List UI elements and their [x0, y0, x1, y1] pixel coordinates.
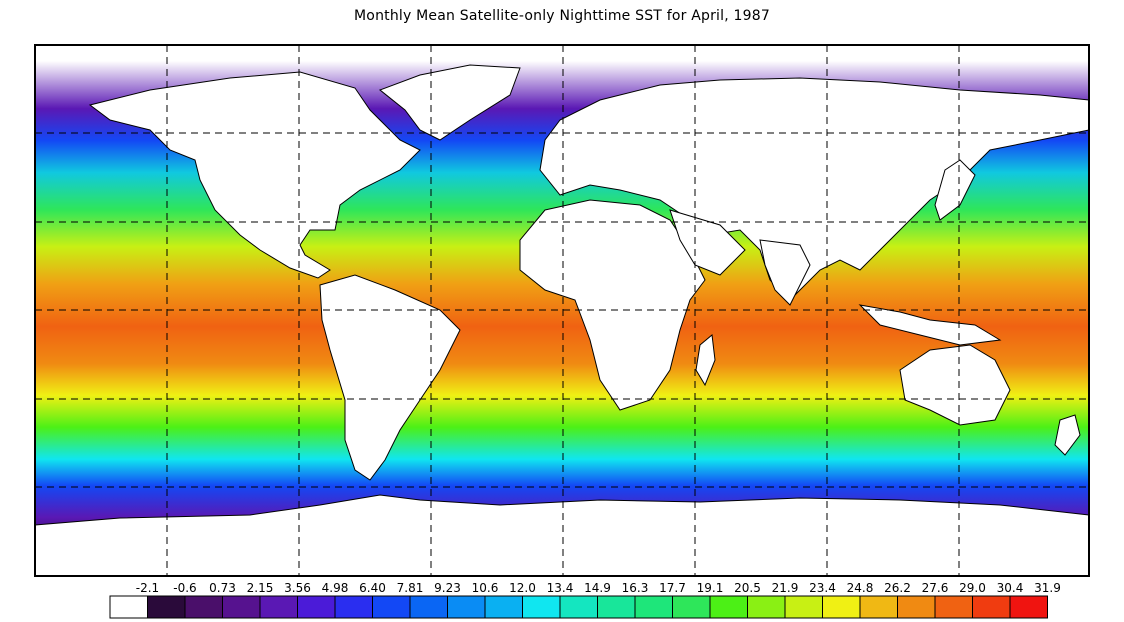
legend-tick-label: 29.0	[959, 581, 986, 595]
legend-tick-label: 6.40	[359, 581, 386, 595]
legend-swatch	[897, 595, 936, 619]
legend-swatch	[297, 595, 336, 619]
graticule	[35, 45, 1089, 576]
legend-tick-label: 0.73	[209, 581, 236, 595]
legend-tick-label: 30.4	[997, 581, 1024, 595]
legend-tick-label: 4.98	[322, 581, 349, 595]
legend-swatch	[859, 595, 898, 619]
legend-tick-label: 17.7	[659, 581, 686, 595]
land-madagascar	[695, 334, 716, 387]
legend-tick-label: 13.4	[547, 581, 574, 595]
legend-tick-label: 12.0	[509, 581, 536, 595]
legend-tick-label: 20.5	[734, 581, 761, 595]
legend-swatch	[972, 595, 1011, 619]
legend-tick-label: 16.3	[622, 581, 649, 595]
legend-swatch	[147, 595, 186, 619]
legend-swatch	[747, 595, 786, 619]
legend-tick-label: 21.9	[772, 581, 799, 595]
land-south-america	[319, 274, 461, 481]
legend-tick-label: 10.6	[472, 581, 499, 595]
legend-swatch	[634, 595, 673, 619]
land-greenland	[379, 64, 521, 141]
legend-tick-label: 24.8	[847, 581, 874, 595]
legend-swatch	[409, 595, 448, 619]
land-new-zealand	[1054, 414, 1081, 456]
legend-tick-label: 7.81	[397, 581, 424, 595]
legend-swatch	[822, 595, 861, 619]
legend-swatch	[259, 595, 298, 619]
legend-swatch	[522, 595, 561, 619]
land-japan	[934, 159, 976, 221]
legend-tick-label: 9.23	[434, 581, 461, 595]
legend-tick-label: -0.6	[173, 581, 196, 595]
legend-tick-label: 31.9	[1034, 581, 1061, 595]
legend-tick-label: 26.2	[884, 581, 911, 595]
legend-swatch	[447, 595, 486, 619]
sst-map	[34, 44, 1090, 577]
legend-swatch	[709, 595, 748, 619]
legend-swatch	[334, 595, 373, 619]
legend-tick-label: 19.1	[697, 581, 724, 595]
land-africa	[519, 199, 706, 411]
land-arabia	[669, 209, 746, 276]
legend-tick-label: 14.9	[584, 581, 611, 595]
legend-tick-label: 23.4	[809, 581, 836, 595]
legend-tick-label: 3.56	[284, 581, 311, 595]
legend-swatch	[934, 595, 973, 619]
legend-swatch	[184, 595, 223, 619]
land-australia	[899, 344, 1011, 426]
legend-swatch	[559, 595, 598, 619]
land-indonesia	[858, 304, 1002, 346]
legend-swatch	[1009, 595, 1048, 619]
legend-swatch	[109, 595, 148, 619]
legend-tick-label: 2.15	[247, 581, 274, 595]
map-frame	[34, 44, 1090, 577]
legend-tick-label: 27.6	[922, 581, 949, 595]
land-north-america	[88, 71, 421, 279]
legend-tick-label: -2.1	[136, 581, 159, 595]
legend-swatch	[372, 595, 411, 619]
legend-swatch	[597, 595, 636, 619]
legend-swatch	[484, 595, 523, 619]
land-india	[759, 239, 811, 306]
legend-swatch	[672, 595, 711, 619]
map-title: Monthly Mean Satellite-only Nighttime SS…	[354, 8, 770, 24]
legend-swatch	[784, 595, 823, 619]
legend-swatch	[222, 595, 261, 619]
